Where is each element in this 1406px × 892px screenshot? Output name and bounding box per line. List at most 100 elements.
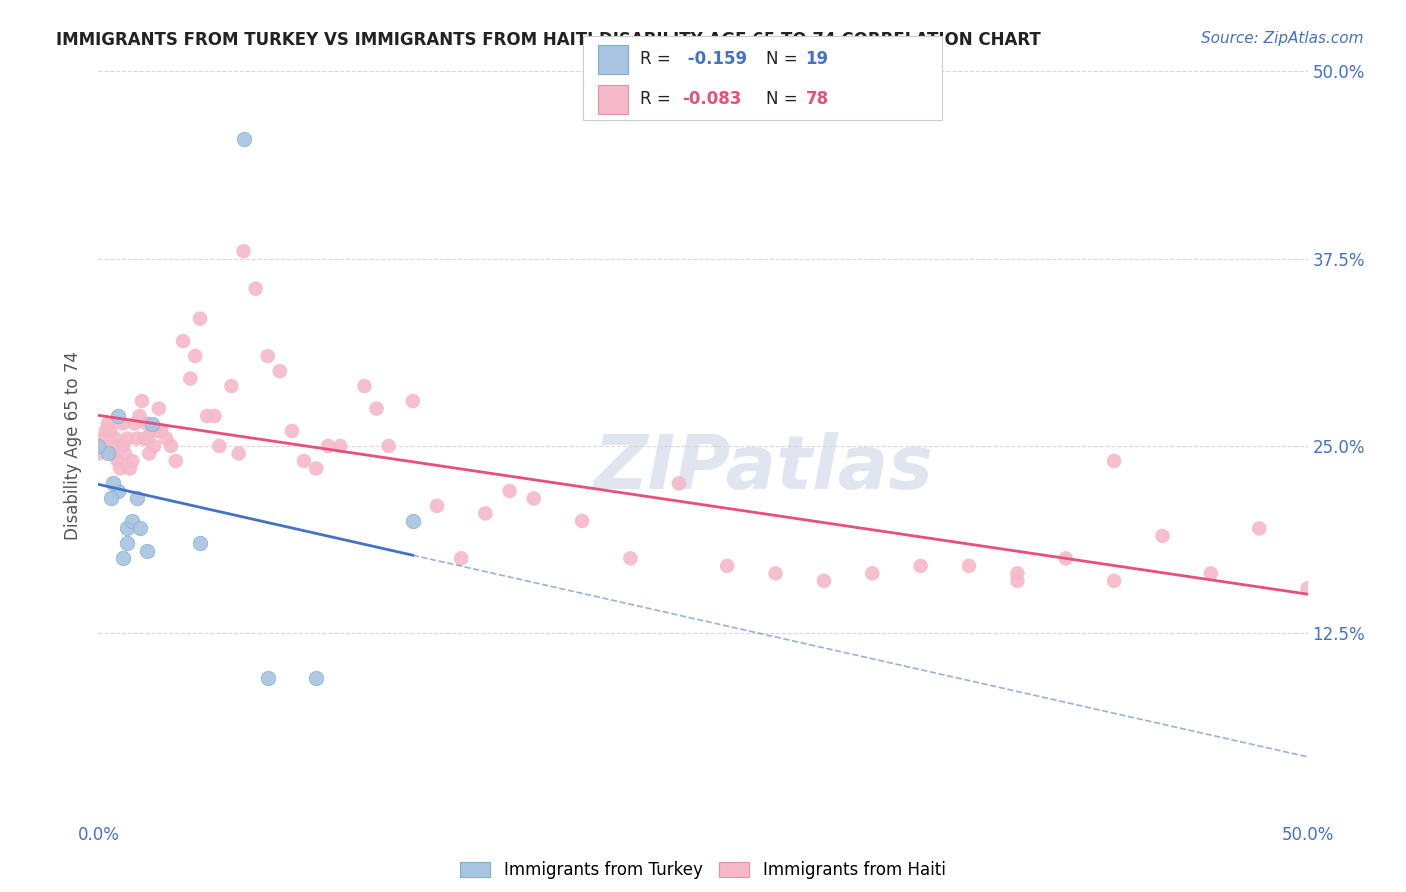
Point [179,371,201,385]
Point [107,454,129,468]
Point [353,379,375,393]
Point [571,514,593,528]
Point [1199,566,1222,581]
Point [160,439,183,453]
Legend: Immigrants from Turkey, Immigrants from Haiti: Immigrants from Turkey, Immigrants from … [460,861,946,880]
Point [269,364,291,378]
Point [94,424,117,438]
Point [377,439,399,453]
Point [118,461,141,475]
Point [1007,566,1029,581]
Point [135,432,157,446]
Point [1152,529,1174,543]
Text: IMMIGRANTS FROM TURKEY VS IMMIGRANTS FROM HAITI DISABILITY AGE 65 TO 74 CORRELAT: IMMIGRANTS FROM TURKEY VS IMMIGRANTS FRO… [56,31,1040,49]
Point [121,514,143,528]
Text: R =: R = [640,51,676,69]
Point [107,483,129,498]
Point [668,476,690,491]
Y-axis label: Disability Age 65 to 74: Disability Age 65 to 74 [65,351,83,541]
Point [117,536,139,550]
Point [111,439,134,453]
Point [128,521,150,535]
Point [474,507,496,521]
Point [1102,454,1125,468]
Point [305,671,328,685]
Point [195,409,218,423]
Text: Source: ZipAtlas.com: Source: ZipAtlas.com [1201,31,1364,46]
Point [101,476,124,491]
Point [100,424,122,438]
Point [100,491,122,506]
Point [1296,582,1319,596]
Text: -0.083: -0.083 [682,90,741,108]
Point [107,439,129,453]
Point [128,409,150,423]
Point [150,424,173,438]
Point [111,551,134,566]
Point [329,439,352,453]
Point [91,432,114,446]
Point [141,424,163,438]
Point [188,311,211,326]
Point [281,424,304,438]
Point [97,417,120,431]
Point [111,417,134,431]
Point [155,432,177,446]
Text: 19: 19 [806,51,828,69]
Point [221,379,243,393]
Point [957,558,980,573]
Point [114,446,136,460]
Point [134,432,156,446]
Point [188,536,211,550]
Point [316,439,339,453]
Point [148,401,170,416]
Point [204,409,226,423]
Point [135,417,157,431]
Point [1054,551,1077,566]
Point [228,446,250,460]
Text: N =: N = [766,51,803,69]
Point [402,514,425,528]
Point [245,282,267,296]
Point [127,432,149,446]
Point [232,244,254,259]
Point [305,461,328,475]
Point [127,491,149,506]
Point [402,394,425,409]
Point [523,491,546,506]
Text: -0.159: -0.159 [682,51,747,69]
Point [87,446,110,460]
Point [450,551,472,566]
Point [87,439,110,453]
Point [208,439,231,453]
Point [813,574,835,588]
Point [145,424,167,438]
Point [107,409,129,423]
Point [765,566,787,581]
Point [860,566,883,581]
Point [104,432,127,446]
Point [100,439,122,453]
Point [716,558,738,573]
Point [165,454,187,468]
Point [141,417,163,431]
Point [143,439,166,453]
Point [1249,521,1271,535]
Point [256,349,278,363]
Point [117,432,139,446]
Point [108,461,131,475]
Point [256,671,278,685]
Point [366,401,388,416]
Text: R =: R = [640,90,676,108]
Point [135,544,157,558]
Point [426,499,449,513]
Point [498,483,520,498]
Point [292,454,315,468]
Point [184,349,207,363]
Point [1007,574,1029,588]
Point [117,521,139,535]
Point [131,394,153,409]
Point [1102,574,1125,588]
Point [121,454,143,468]
Text: 78: 78 [806,90,828,108]
